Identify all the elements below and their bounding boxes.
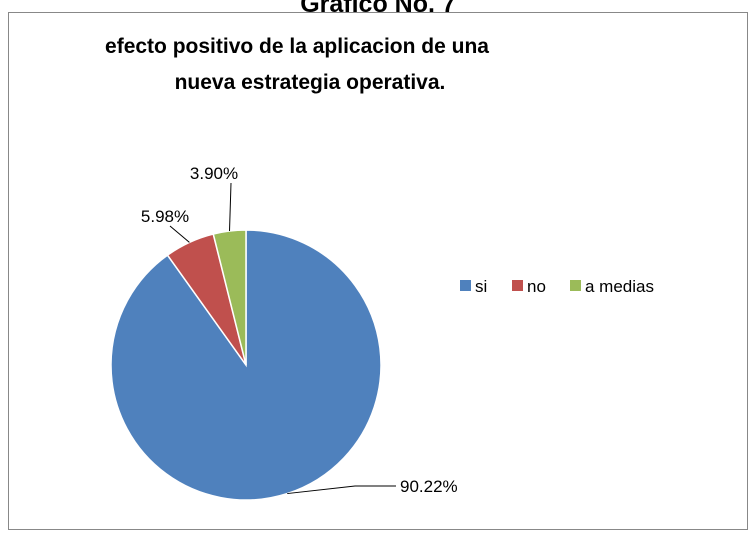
legend-swatch	[460, 280, 471, 291]
legend-label: a medias	[585, 277, 654, 296]
leader-line	[287, 485, 396, 495]
leader-line	[229, 182, 232, 232]
legend-label: si	[475, 277, 487, 296]
chart-subtitle: efecto positivo de la aplicacion de una	[105, 35, 489, 58]
legend-swatch	[570, 280, 581, 291]
chart-title: Grafico No. 7	[300, 0, 456, 18]
chart-subtitle: nueva estrategia operativa.	[175, 71, 446, 94]
leader-line	[169, 225, 190, 243]
legend-swatch	[512, 280, 523, 291]
data-label: 90.22%	[400, 477, 458, 496]
data-label: 5.98%	[141, 207, 189, 226]
data-label: 3.90%	[190, 164, 238, 183]
pie-slice	[212, 229, 247, 366]
chart-frame	[8, 12, 748, 530]
legend-label: no	[527, 277, 546, 296]
